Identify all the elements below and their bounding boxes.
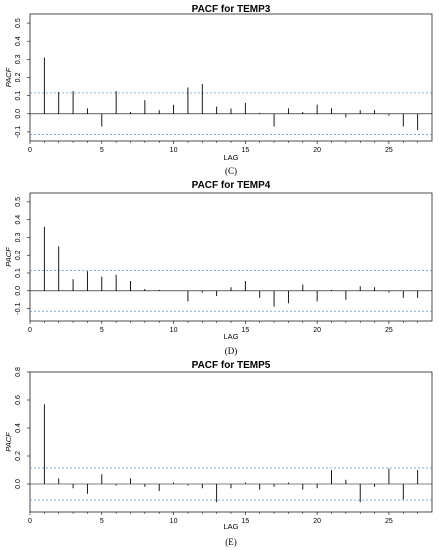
x-tick-label-3-5: 25 [385,518,393,525]
y-tick-label-1-0: -0.1 [15,126,22,138]
x-tick-label-1-1: 5 [100,147,104,154]
y-tick-label-2-3: 0.2 [15,250,22,260]
x-tick-label-2-0: 0 [28,327,32,334]
y-tick-label-1-6: 0.5 [15,18,22,28]
x-tick-label-3-1: 5 [100,518,104,525]
x-tick-label-1-3: 15 [241,147,249,154]
y-tick-label-2-1: 0.0 [15,286,22,296]
y-tick-label-2-0: -0.1 [15,302,22,314]
x-tick-label-1-2: 10 [170,147,178,154]
y-tick-label-2-4: 0.3 [15,232,22,242]
y-tick-label-1-4: 0.3 [15,54,22,64]
plot-frame-3 [29,371,433,513]
x-tick-label-3-2: 10 [170,518,178,525]
panel-caption-2: (D) [225,346,238,356]
x-tick-label-3-4: 20 [313,518,321,525]
y-tick-label-3-0: 0.0 [15,479,22,489]
y-tick-label-3-3: 0.6 [15,395,22,405]
y-tick-label-2-6: 0.5 [15,197,22,207]
panel-caption-3: (E) [225,537,237,547]
x-tick-label-1-5: 25 [385,147,393,154]
panel-caption-1: (C) [225,166,237,176]
y-tick-label-1-5: 0.4 [15,36,22,46]
y-tick-label-1-3: 0.2 [15,73,22,83]
x-tick-label-3-3: 15 [241,518,249,525]
x-axis-label-1: LAG [223,153,238,162]
x-tick-label-2-5: 25 [385,327,393,334]
y-tick-label-3-2: 0.4 [15,423,22,433]
x-axis-label-3: LAG [223,522,238,531]
y-tick-label-2-2: 0.1 [15,268,22,278]
chart-title-2: PACF for TEMP4 [192,180,271,191]
y-tick-label-3-1: 0.2 [15,451,22,461]
y-axis-label-2: PACF [4,247,13,267]
x-tick-label-3-0: 0 [28,518,32,525]
x-tick-label-2-3: 15 [241,327,249,334]
x-tick-label-2-2: 10 [170,327,178,334]
chart-title-3: PACF for TEMP5 [192,360,271,371]
chart-title-1: PACF for TEMP3 [192,4,271,15]
x-tick-label-1-4: 20 [313,147,321,154]
x-axis-label-2: LAG [223,332,238,341]
plot-frame-2 [29,192,433,322]
x-tick-label-1-0: 0 [28,147,32,154]
y-tick-label-2-5: 0.4 [15,215,22,225]
x-tick-label-2-1: 5 [100,327,104,334]
y-tick-label-1-2: 0.1 [15,91,22,101]
y-tick-label-3-4: 0.8 [15,367,22,377]
y-axis-label-1: PACF [4,67,13,87]
plot-frame-1 [29,13,433,142]
x-tick-label-2-4: 20 [313,327,321,334]
y-tick-label-1-1: 0.0 [15,109,22,119]
y-axis-label-3: PACF [4,432,13,452]
